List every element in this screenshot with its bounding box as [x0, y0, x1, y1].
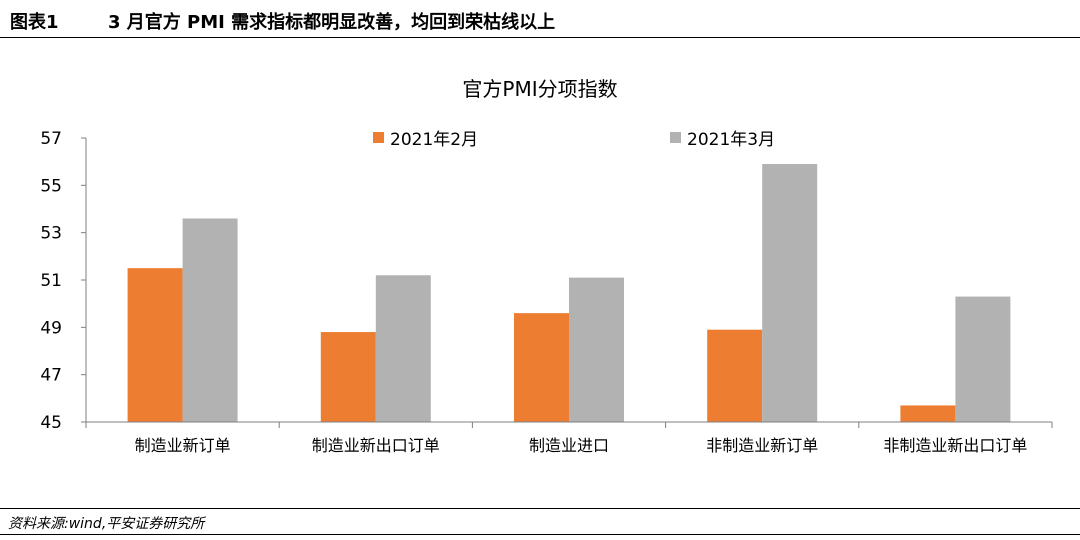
x-tick-label-0: 制造业新订单 — [135, 436, 231, 455]
legend-swatch-mar — [670, 132, 681, 143]
bar-feb-0 — [127, 268, 183, 422]
bar-mar-3 — [762, 164, 818, 423]
x-tick-label-1: 制造业新出口订单 — [312, 436, 440, 455]
bar-mar-1 — [375, 275, 431, 422]
chart-title: 官方PMI分项指数 — [462, 77, 618, 101]
x-tick-label-3: 非制造业新订单 — [706, 436, 818, 455]
y-tick-label-53: 53 — [40, 224, 62, 244]
y-tick-label-55: 55 — [40, 176, 62, 196]
figure-header: 图表1 3 月官方 PMI 需求指标都明显改善，均回到荣枯线以上 — [0, 0, 1080, 38]
legend-item-feb: 2021年2月 — [373, 125, 478, 150]
bar-mar-0 — [182, 218, 238, 422]
y-tick-label-51: 51 — [40, 271, 62, 291]
chart-legend: 2021年2月 2021年3月 — [0, 125, 1080, 150]
bar-feb-2 — [514, 313, 569, 422]
y-tick-label-45: 45 — [40, 413, 62, 433]
footer-divider-bottom — [0, 534, 1080, 535]
legend-swatch-feb — [373, 132, 384, 143]
bar-feb-1 — [320, 332, 376, 422]
bar-mar-4 — [955, 296, 1011, 422]
bar-feb-4 — [900, 405, 956, 422]
figure-title: 3 月官方 PMI 需求指标都明显改善，均回到荣枯线以上 — [108, 12, 556, 33]
y-tick-label-47: 47 — [40, 366, 62, 386]
y-tick-label-57: 57 — [40, 129, 62, 149]
y-tick-label-49: 49 — [40, 318, 62, 338]
footer-divider-top — [0, 508, 1080, 509]
source-note: 资料来源:wind,平安证券研究所 — [8, 516, 205, 532]
bar-feb-3 — [707, 329, 763, 422]
bar-mar-2 — [569, 277, 624, 422]
legend-item-mar: 2021年3月 — [670, 125, 775, 150]
legend-label-feb: 2021年2月 — [390, 130, 479, 150]
figure-label: 图表1 — [10, 12, 59, 33]
x-tick-label-4: 非制造业新出口订单 — [883, 436, 1027, 455]
legend-label-mar: 2021年3月 — [687, 130, 776, 150]
x-tick-label-2: 制造业进口 — [529, 436, 609, 455]
